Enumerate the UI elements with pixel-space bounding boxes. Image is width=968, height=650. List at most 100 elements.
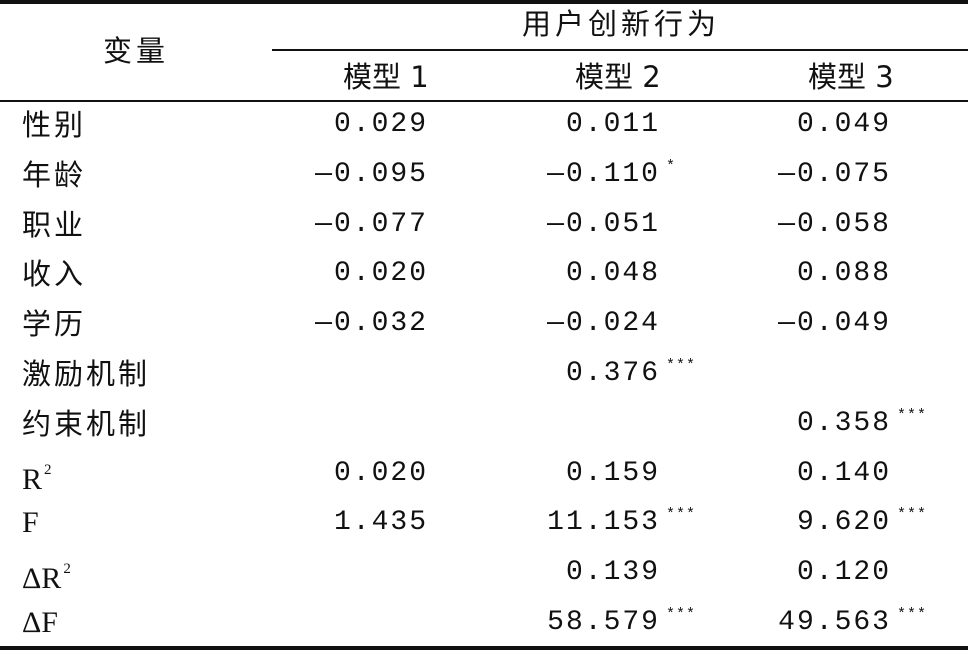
row-label: F xyxy=(22,506,39,540)
row-label: 约束机制 xyxy=(22,407,150,441)
cell-model-2: 11.153 *** xyxy=(547,506,695,540)
row-label: ΔR 2 xyxy=(22,556,71,596)
coefficient-text: 11.153 xyxy=(547,507,660,538)
row-label: 职业 xyxy=(22,208,86,242)
coefficient-text: 0.139 xyxy=(565,557,660,588)
coefficient-text: 0.088 xyxy=(796,258,891,289)
row-label-text: 年龄 xyxy=(22,158,87,192)
coefficient-value: 0.049 xyxy=(797,108,891,142)
coefficient-value: 9.620 *** xyxy=(797,506,926,540)
cell-model-2: 0.011 xyxy=(566,108,660,142)
model-3-header: 模型 3 xyxy=(808,60,894,94)
row-label: 激励机制 xyxy=(22,357,150,391)
model-1-header: 模型 1 xyxy=(343,60,429,94)
row-label-superscript: 2 xyxy=(44,462,52,478)
coefficient-text: 49.563 xyxy=(778,607,891,638)
cell-model-3: —0.058 xyxy=(778,208,891,242)
table-bottom-rule xyxy=(0,646,968,650)
coefficient-text: —0.051 xyxy=(547,209,660,240)
row-label: 年龄 xyxy=(22,158,86,192)
cell-model-3: 0.140 xyxy=(797,457,891,491)
cell-model-3: —0.049 xyxy=(778,307,891,341)
cell-model-1: 0.020 xyxy=(334,257,428,291)
coefficient-text: 0.376 xyxy=(565,358,660,389)
row-label-text: 职业 xyxy=(22,208,87,242)
cell-model-1: 0.029 xyxy=(334,108,428,142)
group-header-rule xyxy=(272,49,968,51)
coefficient-value: 58.579 *** xyxy=(547,606,695,640)
coefficient-value: 0.140 xyxy=(797,457,891,491)
row-label: ΔF xyxy=(22,606,58,640)
cell-model-1: —0.095 xyxy=(315,158,428,192)
row-label-text: ΔR xyxy=(22,562,62,595)
coefficient-value: 0.020 xyxy=(334,457,428,491)
coefficient-value: —0.024 xyxy=(547,307,660,341)
cell-model-1: —0.032 xyxy=(315,307,428,341)
coefficient-text: 0.049 xyxy=(796,109,891,140)
cell-model-3: —0.075 xyxy=(778,158,891,192)
coefficient-value: —0.032 xyxy=(315,307,428,341)
coefficient-value: 0.011 xyxy=(566,108,660,142)
row-label-text: ΔF xyxy=(22,606,58,639)
coefficient-text: 1.435 xyxy=(333,507,428,538)
coefficient-value: —0.075 xyxy=(778,158,891,192)
coefficient-value: 11.153 *** xyxy=(547,506,695,540)
group-header: 用户创新行为 xyxy=(522,7,721,41)
coefficient-value: —0.077 xyxy=(315,208,428,242)
coefficient-text: 0.029 xyxy=(333,109,428,140)
coefficient-text: —0.024 xyxy=(547,308,660,339)
cell-model-1: —0.077 xyxy=(315,208,428,242)
header-bottom-rule xyxy=(0,100,968,102)
row-label-text: 约束机制 xyxy=(22,407,151,441)
cell-model-2: 58.579 *** xyxy=(547,606,695,640)
row-label-text: 学历 xyxy=(22,307,87,341)
coefficient-text: —0.077 xyxy=(315,209,428,240)
row-label-superscript: 2 xyxy=(63,561,71,577)
coefficient-text: —0.032 xyxy=(315,308,428,339)
coefficient-value: —0.058 xyxy=(778,208,891,242)
coefficient-value: —0.051 xyxy=(547,208,660,242)
coefficient-value: 0.358 *** xyxy=(796,407,926,441)
coefficient-text: —0.058 xyxy=(778,209,891,240)
coefficient-value: 0.120 xyxy=(797,556,891,590)
cell-model-2: 0.376 *** xyxy=(565,357,695,391)
coefficient-value: 0.029 xyxy=(334,108,428,142)
significance-stars: *** xyxy=(897,506,928,523)
significance-stars: *** xyxy=(897,407,928,424)
coefficient-text: 0.358 xyxy=(796,408,891,439)
coefficient-value: 0.088 xyxy=(797,257,891,291)
row-label: 性别 xyxy=(22,108,86,142)
coefficient-text: 0.011 xyxy=(565,109,660,140)
row-label: 收入 xyxy=(22,257,86,291)
row-label-text: 收入 xyxy=(22,257,87,291)
cell-model-2: —0.051 xyxy=(547,208,660,242)
variable-header: 变量 xyxy=(103,34,170,68)
cell-model-1: 1.435 xyxy=(334,506,428,540)
cell-model-3: 0.358 *** xyxy=(796,407,926,441)
coefficient-text: 58.579 xyxy=(547,607,660,638)
significance-stars: *** xyxy=(666,357,697,374)
cell-model-2: 0.048 xyxy=(566,257,660,291)
coefficient-value: 0.020 xyxy=(334,257,428,291)
table-top-rule xyxy=(0,0,968,4)
coefficient-text: 0.048 xyxy=(565,258,660,289)
coefficient-value: 0.139 xyxy=(566,556,660,590)
coefficient-text: 0.020 xyxy=(333,258,428,289)
significance-stars: *** xyxy=(897,606,928,623)
cell-model-3: 0.120 xyxy=(797,556,891,590)
coefficient-text: 0.159 xyxy=(565,458,660,489)
cell-model-3: 49.563 *** xyxy=(778,606,926,640)
coefficient-text: —0.049 xyxy=(778,308,891,339)
cell-model-3: 0.088 xyxy=(797,257,891,291)
row-label-text: 激励机制 xyxy=(22,357,151,391)
coefficient-value: 0.159 xyxy=(566,457,660,491)
significance-stars: * xyxy=(666,158,677,175)
cell-model-2: 0.139 xyxy=(566,556,660,590)
cell-model-2: —0.110 * xyxy=(547,158,675,192)
coefficient-text: 0.140 xyxy=(796,458,891,489)
coefficient-text: 0.020 xyxy=(333,458,428,489)
coefficient-value: —0.049 xyxy=(778,307,891,341)
cell-model-3: 9.620 *** xyxy=(797,506,926,540)
row-label-text: F xyxy=(22,506,39,539)
